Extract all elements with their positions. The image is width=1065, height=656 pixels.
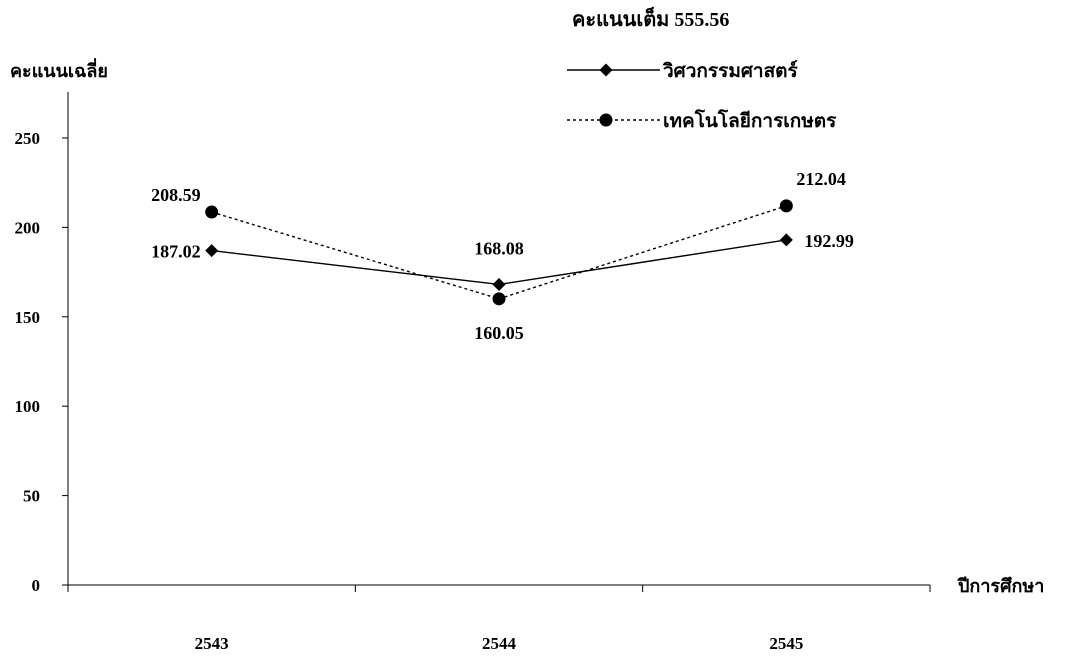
- y-tick-label: 0: [32, 576, 41, 595]
- data-label: 192.99: [804, 231, 854, 251]
- y-tick-label: 200: [15, 218, 41, 237]
- data-point: [492, 292, 506, 306]
- y-tick-label: 250: [15, 129, 41, 148]
- series-1: 187.02 168.08 192.99: [151, 231, 854, 291]
- data-label: 168.08: [474, 238, 524, 258]
- legend-label: วิศวกรรมศาสตร์: [663, 60, 799, 82]
- y-tick-label: 100: [15, 397, 41, 416]
- data-point: [492, 277, 506, 291]
- axes: 0 50 100 150 200 250 2543 2544 2545: [15, 92, 931, 653]
- x-tick-label: 2545: [769, 634, 803, 653]
- x-tick-label: 2544: [482, 634, 517, 653]
- legend-marker: [599, 63, 613, 77]
- data-point: [205, 205, 219, 219]
- series-2: 208.59 160.05 212.04: [151, 169, 846, 343]
- data-label: 160.05: [474, 323, 524, 343]
- y-tick-label: 50: [23, 487, 40, 506]
- data-point: [205, 244, 219, 258]
- data-label: 208.59: [151, 185, 201, 205]
- chart-title: คะแนนเต็ม 555.56: [572, 6, 729, 31]
- y-tick-label: 150: [15, 308, 41, 327]
- data-label: 212.04: [796, 169, 846, 189]
- y-axis-title: คะแนนเฉลี่ย: [10, 58, 108, 81]
- x-tick-label: 2543: [195, 634, 229, 653]
- x-axis-title: ปีการศึกษา: [957, 576, 1045, 596]
- data-label: 187.02: [151, 242, 201, 262]
- legend-label: เทคโนโลยีการเกษตร: [663, 109, 837, 132]
- data-point: [779, 199, 793, 213]
- data-point: [779, 233, 793, 247]
- legend-marker: [599, 113, 613, 127]
- legend: วิศวกรรมศาสตร์เทคโนโลยีการเกษตร: [567, 60, 837, 132]
- series-layer: 187.02 168.08 192.99 208.59 160.05 212.04: [151, 169, 854, 343]
